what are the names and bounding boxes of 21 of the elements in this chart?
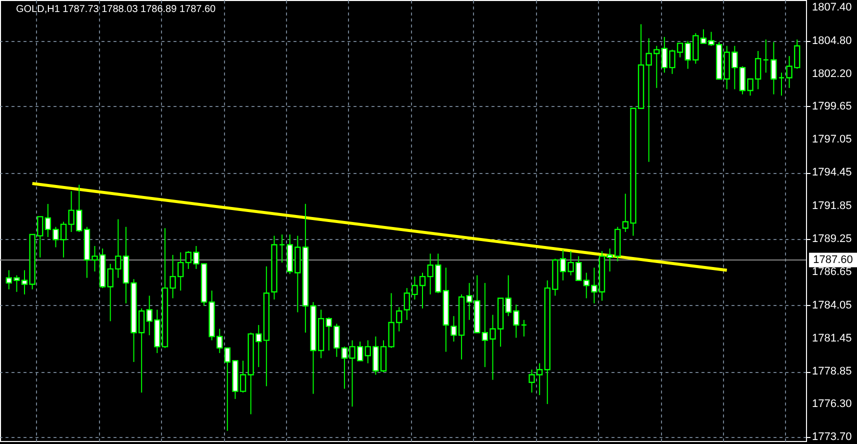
y-tick-label: 1773.70 — [812, 431, 852, 444]
candlestick — [520, 319, 528, 337]
y-tick-label: 1778.85 — [812, 366, 852, 378]
candlestick — [278, 234, 286, 264]
y-tick-label: 1776.30 — [812, 398, 852, 410]
ref-line-label: 1787.60 — [813, 254, 853, 266]
candlestick — [770, 42, 777, 95]
y-tick-label: 1794.45 — [812, 166, 852, 179]
y-tick-label: 1797.05 — [812, 134, 852, 146]
y-tick-label: 1799.65 — [812, 100, 852, 112]
y-tick-label: 1786.65 — [812, 266, 852, 278]
candlestick — [762, 39, 769, 74]
chart-title: GOLD,H1 1787.73 1788.03 1786.89 1787.60 — [16, 4, 216, 15]
y-tick-label: 1791.85 — [812, 200, 852, 212]
y-tick-label: 1781.45 — [812, 332, 852, 344]
y-tick-label: 1789.25 — [812, 232, 852, 245]
y-tick-label: 1802.20 — [812, 68, 852, 80]
y-tick-label: 1784.05 — [812, 299, 852, 312]
y-tick-label: 1807.40 — [812, 2, 852, 14]
y-tick-label: 1804.80 — [812, 34, 852, 47]
candlestick — [778, 72, 785, 96]
